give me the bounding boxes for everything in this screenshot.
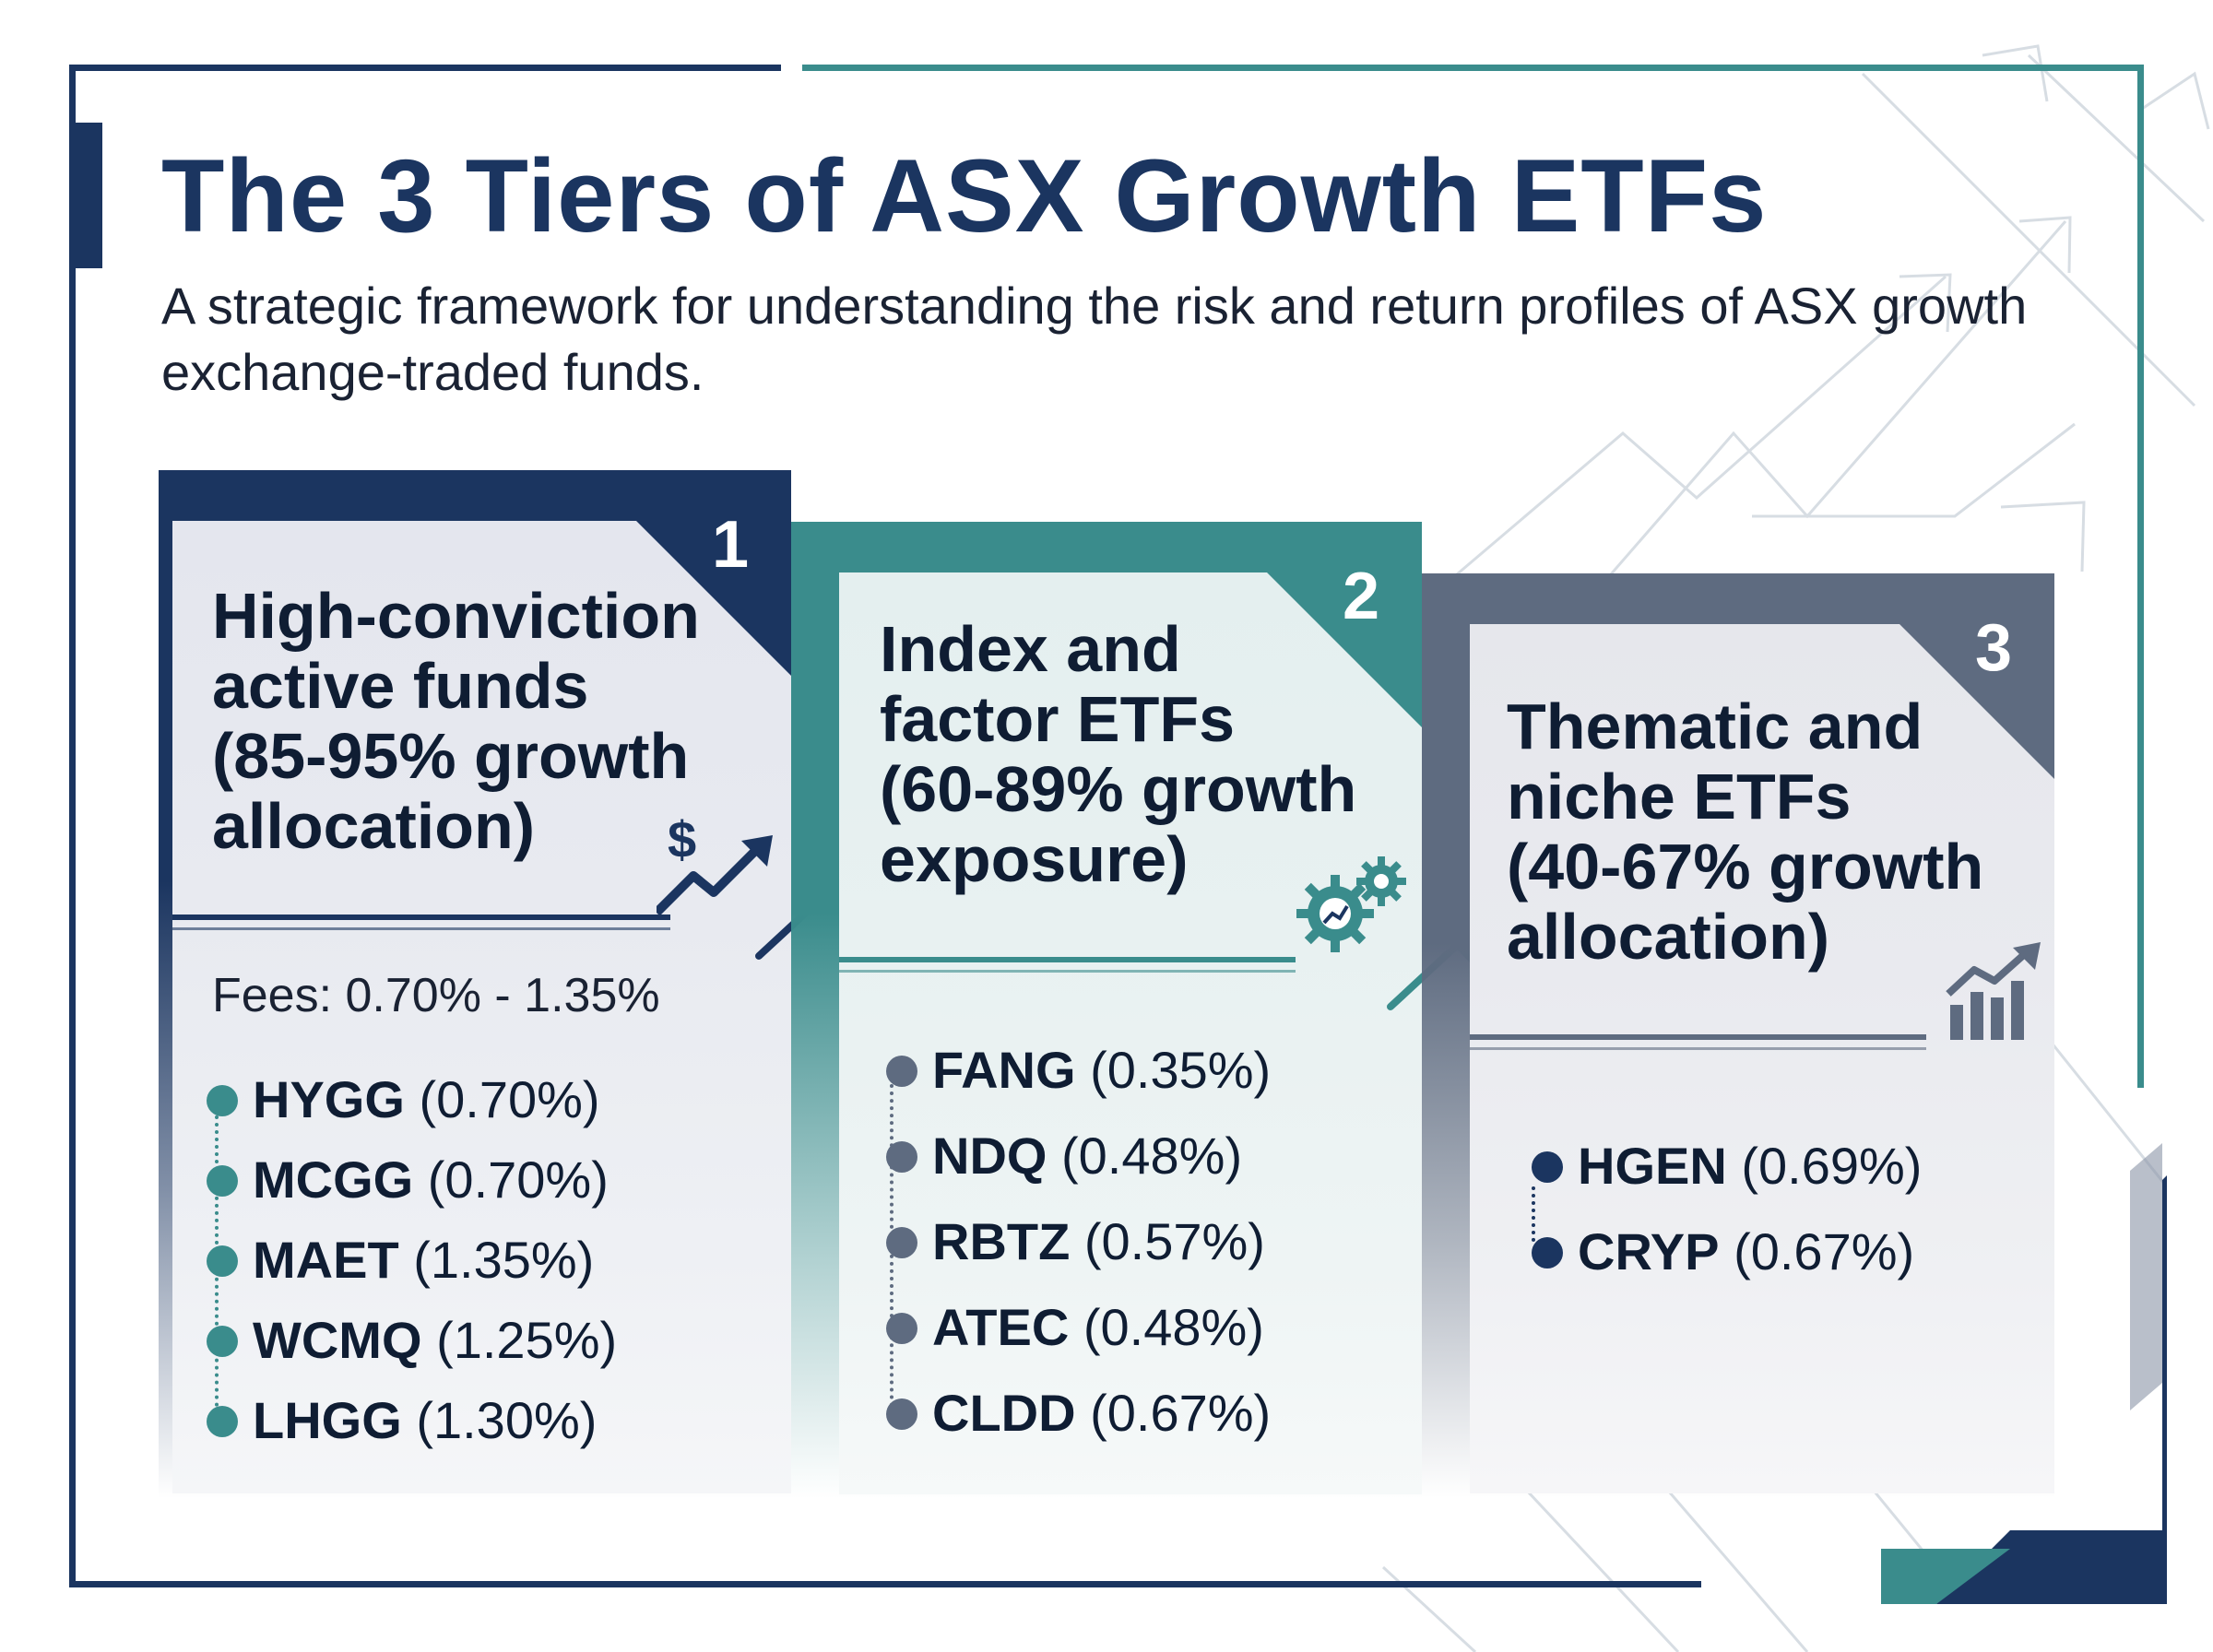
fund-ticker: WCMQ (253, 1311, 422, 1369)
tier-1-title: High-conviction active funds (212, 580, 700, 722)
tier-3-detail: (40-67% growth allocation) (1507, 831, 1984, 973)
fund-fee: (0.70%) (427, 1150, 609, 1209)
fund-ticker: MCGG (253, 1150, 414, 1209)
tier-2-divider (839, 957, 1296, 962)
tier-3-connector-line (1532, 1186, 1535, 1242)
title-accent-bar (69, 123, 102, 268)
tier-3-fund-list: HGEN (0.69%) CRYP (0.67%) (1532, 1134, 1923, 1305)
list-item: HGEN (0.69%) (1532, 1134, 1923, 1220)
fund-fee: (0.67%) (1090, 1384, 1272, 1442)
fund-fee: (0.70%) (419, 1070, 600, 1128)
gears-icon (1296, 856, 1406, 952)
frame-top-right (802, 65, 2144, 71)
list-item: MAET (1.35%) (207, 1228, 617, 1308)
list-item: MCGG (0.70%) (207, 1148, 617, 1228)
list-item: WCMQ (1.25%) (207, 1308, 618, 1388)
tier-2-title: Index and factor ETFs (880, 613, 1236, 755)
frame-left (69, 65, 76, 1587)
tier-3-panel: 3 Thematic and niche ETFs (40-67% growth… (1422, 573, 2054, 1498)
tier-2-detail: (60-89% growth exposure) (880, 753, 1357, 895)
list-item: CRYP (0.67%) (1532, 1220, 1922, 1305)
bullet-dot (207, 1406, 238, 1437)
fund-ticker: LHGG (253, 1391, 402, 1449)
bullet-dot (207, 1245, 238, 1277)
tier-2-divider-thin (839, 970, 1296, 973)
fund-fee: (0.48%) (1061, 1127, 1243, 1185)
bullet-dot (207, 1165, 238, 1197)
list-item: LHGG (1.30%) (207, 1388, 617, 1469)
tier-3-card (1470, 624, 2054, 1493)
tier-3-number: 3 (1975, 611, 2013, 685)
tier-1-fees: Fees: 0.70% - 1.35% (212, 969, 660, 1022)
dollar-growth-arrow-icon: $ (657, 811, 773, 916)
frame-right (2137, 65, 2144, 1088)
bullet-dot (886, 1227, 917, 1258)
bullet-dot (1532, 1237, 1563, 1268)
fund-fee: (1.25%) (436, 1311, 618, 1369)
tier-3-title: Thematic and niche ETFs (1507, 690, 1923, 832)
list-item: NDQ (0.48%) (886, 1124, 1271, 1210)
tier-1-card (172, 521, 791, 1493)
bullet-dot (886, 1141, 917, 1173)
fund-ticker: CLDD (932, 1384, 1076, 1442)
fund-ticker: CRYP (1578, 1222, 1720, 1280)
tier-1-number: 1 (712, 508, 750, 582)
tier-1-detail: (85-95% growth allocation) (212, 720, 690, 862)
list-item: FANG (0.35%) (886, 1038, 1272, 1124)
list-item: RBTZ (0.57%) (886, 1210, 1271, 1295)
tier-1-fund-list: HYGG (0.70%) MCGG (0.70%) MAET (1.35%) W… (207, 1068, 618, 1469)
fund-ticker: FANG (932, 1041, 1076, 1099)
list-item: CLDD (0.67%) (886, 1381, 1272, 1467)
fund-fee: (0.57%) (1083, 1212, 1265, 1270)
fund-ticker: NDQ (932, 1127, 1047, 1185)
tier-1-panel: 1 High-conviction active funds (85-95% g… (159, 470, 791, 1498)
tier-2-fund-list: FANG (0.35%) NDQ (0.48%) RBTZ (0.57%) AT… (886, 1038, 1272, 1467)
fund-fee: (1.30%) (416, 1391, 598, 1449)
tier-1-divider (172, 914, 670, 920)
frame-top-left (69, 65, 781, 71)
bullet-dot (207, 1085, 238, 1116)
fund-ticker: HYGG (253, 1070, 405, 1128)
fund-ticker: MAET (253, 1231, 399, 1289)
bullet-dot (886, 1056, 917, 1087)
fund-fee: (1.35%) (413, 1231, 595, 1289)
tier-2-card (839, 572, 1422, 1494)
fund-ticker: ATEC (932, 1298, 1070, 1356)
fund-ticker: HGEN (1578, 1137, 1727, 1195)
fund-fee: (0.69%) (1741, 1137, 1923, 1195)
tier-2-panel: 2 Index and factor ETFs (60-89% growth e… (791, 522, 1422, 1499)
list-item: HYGG (0.70%) (207, 1068, 617, 1148)
bullet-dot (886, 1398, 917, 1430)
fund-ticker: RBTZ (932, 1212, 1071, 1270)
page-subtitle: A strategic framework for understanding … (161, 277, 2028, 401)
fund-fee: (0.35%) (1090, 1041, 1272, 1099)
bullet-dot (886, 1313, 917, 1344)
tier-2-heading: Index and factor ETFs (60-89% growth exp… (880, 614, 1359, 894)
list-item: ATEC (0.48%) (886, 1295, 1271, 1381)
bullet-dot (207, 1326, 238, 1357)
frame-bottom (69, 1581, 1701, 1587)
tier-3-divider (1470, 1034, 1926, 1040)
tier-1-heading: High-conviction active funds (85-95% gro… (212, 581, 728, 861)
tier-1-divider-thin (172, 927, 670, 930)
tier-3-divider-thin (1470, 1047, 1926, 1050)
page-title: The 3 Tiers of ASX Growth ETFs (161, 138, 1768, 254)
tier-3-heading: Thematic and niche ETFs (40-67% growth a… (1507, 691, 2023, 972)
bullet-dot (1532, 1151, 1563, 1183)
svg-text:$: $ (668, 811, 696, 868)
corner-decoration (1881, 1106, 2213, 1652)
bar-chart-growth-icon (1946, 942, 2041, 1040)
fund-fee: (0.48%) (1083, 1298, 1264, 1356)
tier-2-number: 2 (1343, 560, 1380, 633)
fund-fee: (0.67%) (1734, 1222, 1915, 1280)
